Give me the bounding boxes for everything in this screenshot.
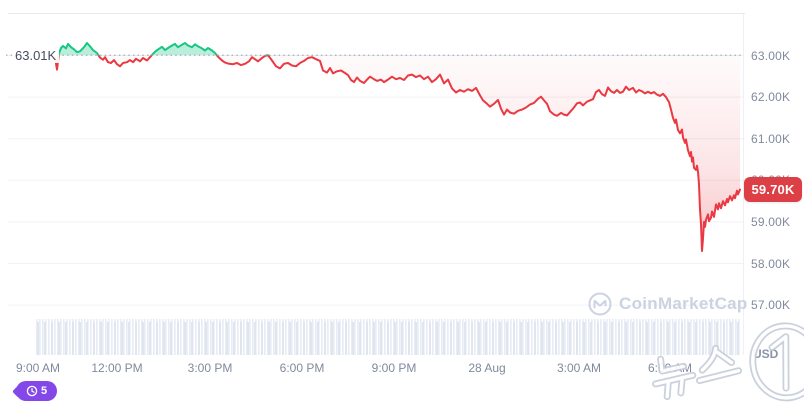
clock-icon bbox=[26, 385, 38, 397]
y-axis-label: 63.00K bbox=[751, 48, 791, 63]
y-axis-label: 61.00K bbox=[751, 131, 791, 146]
volume-bars bbox=[36, 319, 741, 355]
y-axis-label: 58.00K bbox=[751, 256, 791, 271]
current-price-badge: 59.70K bbox=[744, 177, 802, 202]
image-count-value: 5 bbox=[40, 385, 48, 397]
price-line-chart[interactable] bbox=[0, 0, 804, 403]
currency-unit-label: USD bbox=[753, 347, 779, 361]
x-axis-label: 28 Aug bbox=[468, 361, 506, 375]
y-axis-label: 62.00K bbox=[751, 90, 791, 105]
y-axis-label: 57.00K bbox=[751, 298, 791, 313]
price-chart-page: { "chart": { "open_price_label": "63.01K… bbox=[0, 0, 804, 403]
x-axis-label: 6:00 PM bbox=[279, 361, 325, 375]
price-area-up bbox=[55, 43, 740, 56]
current-price-value: 59.70K bbox=[751, 182, 795, 197]
x-axis-label: 3:00 AM bbox=[556, 361, 602, 375]
x-axis-label: 12:00 PM bbox=[91, 361, 143, 375]
x-axis-label: 3:00 PM bbox=[187, 361, 233, 375]
x-axis-label: 9:00 PM bbox=[371, 361, 417, 375]
x-axis-label: 6:00 AM bbox=[647, 361, 693, 375]
y-axis-label: 59.00K bbox=[751, 214, 791, 229]
gridlines bbox=[8, 55, 743, 306]
price-area-down bbox=[55, 55, 740, 251]
image-count-badge[interactable]: 5 bbox=[16, 381, 57, 401]
price-line-up bbox=[57, 42, 270, 56]
open-price-label: 63.01K bbox=[12, 48, 60, 63]
x-axis-label: 9:00 AM bbox=[15, 361, 61, 375]
price-line-down bbox=[54, 55, 741, 252]
